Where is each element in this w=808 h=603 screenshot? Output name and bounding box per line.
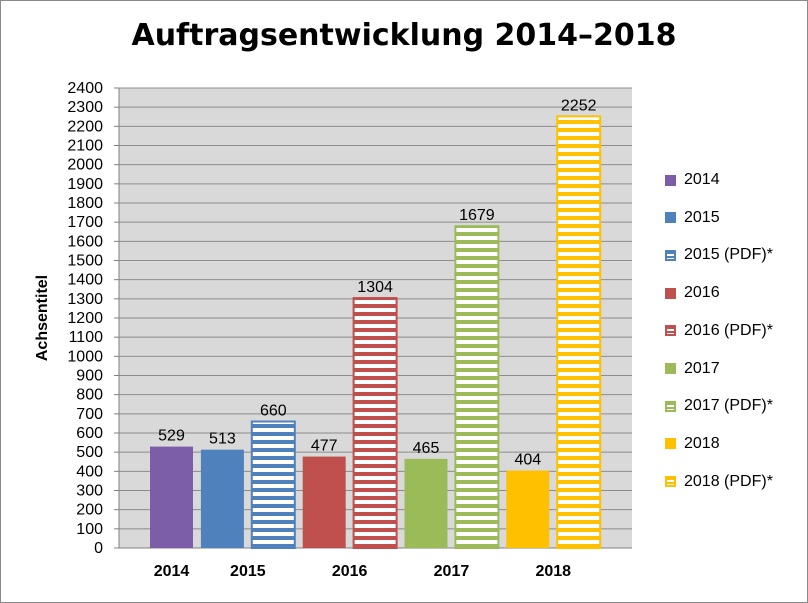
y-tick-label: 100 (76, 521, 103, 538)
legend-label: 2016 (PDF)* (684, 321, 773, 339)
y-tick-label: 1700 (67, 214, 103, 231)
y-tick-label: 2100 (67, 138, 103, 155)
legend-swatch (665, 174, 676, 186)
y-tick-label: 200 (76, 502, 103, 519)
legend-swatch (665, 287, 676, 299)
legend-swatch (665, 212, 676, 224)
legend-swatch (665, 325, 676, 337)
legend-label: 2017 (684, 359, 720, 377)
legend-label: 2015 (684, 208, 720, 226)
legend-label: 2015 (PDF)* (684, 246, 773, 264)
y-tick-label: 1000 (67, 348, 103, 365)
x-tick-label: 2015 (230, 563, 266, 580)
bar-2014 (150, 446, 193, 548)
y-tick-label: 300 (76, 483, 103, 500)
y-tick-label: 400 (76, 463, 103, 480)
legend-swatch (665, 438, 676, 450)
x-tick-label: 2017 (434, 563, 470, 580)
y-tick-label: 600 (76, 425, 103, 442)
y-tick-label: 2400 (67, 80, 103, 97)
legend-label: 2017 (PDF)* (684, 397, 773, 415)
data-label: 2252 (561, 97, 597, 114)
y-tick-label: 1900 (67, 176, 103, 193)
legend-item: 2017 (PDF)* (665, 396, 773, 416)
legend-item: 2017 (665, 359, 720, 379)
y-tick-label: 2200 (67, 118, 103, 135)
y-tick-label: 2000 (67, 157, 103, 174)
y-tick-label: 1300 (67, 291, 103, 308)
y-tick-label: 900 (76, 368, 103, 385)
y-tick-label: 1600 (67, 233, 103, 250)
bar-2015-pdf (250, 420, 296, 549)
data-label: 465 (413, 440, 440, 457)
legend-swatch (665, 363, 676, 374)
legend-item: 2015 (665, 208, 720, 228)
legend-item: 2018 (PDF)* (665, 472, 773, 492)
y-axis-title: Achsentitel (34, 275, 51, 361)
legend-item: 2016 (PDF)* (665, 321, 773, 341)
bar-2016-pdf (352, 297, 398, 550)
legend-item: 2018 (665, 434, 720, 454)
x-tick-label: 2014 (154, 563, 190, 580)
x-tick-label: 2016 (332, 563, 368, 580)
legend-label: 2018 (684, 434, 720, 452)
bar-2017 (404, 458, 448, 548)
y-tick-label: 2300 (67, 99, 103, 116)
y-tick-label: 700 (76, 406, 103, 423)
data-label: 1304 (357, 279, 393, 296)
bar-2018-pdf (556, 115, 602, 549)
chart-title: Auftragsentwicklung 2014–2018 (131, 18, 677, 53)
bar-2015 (200, 449, 244, 548)
data-label: 513 (209, 431, 236, 448)
data-label: 404 (514, 452, 541, 469)
legend-item: 2014 (665, 170, 720, 190)
y-tick-label: 500 (76, 444, 103, 461)
data-label: 660 (260, 403, 287, 420)
y-tick-label: 1500 (67, 253, 103, 270)
y-tick-label: 1400 (67, 272, 103, 289)
data-label: 529 (158, 428, 185, 445)
x-tick-label: 2018 (535, 563, 571, 580)
legend-label: 2016 (684, 284, 720, 302)
legend-swatch (665, 400, 676, 412)
y-tick-label: 1200 (67, 310, 103, 327)
bar-2016 (302, 456, 346, 548)
bar-2017-pdf (454, 225, 500, 549)
legend-label: 2014 (684, 171, 720, 188)
y-tick-label: 1800 (67, 195, 103, 212)
data-label: 477 (311, 438, 338, 455)
legend-item: 2015 (PDF)* (665, 245, 773, 265)
y-tick-label: 0 (94, 540, 103, 557)
legend-swatch (665, 476, 676, 488)
y-tick-label: 1100 (69, 329, 104, 346)
legend-item: 2016 (665, 283, 720, 303)
y-tick-label: 800 (76, 387, 103, 404)
bar-2018 (506, 470, 550, 548)
data-label: 1679 (459, 207, 495, 224)
legend-swatch (665, 249, 676, 261)
legend-label: 2018 (PDF)* (684, 472, 773, 490)
